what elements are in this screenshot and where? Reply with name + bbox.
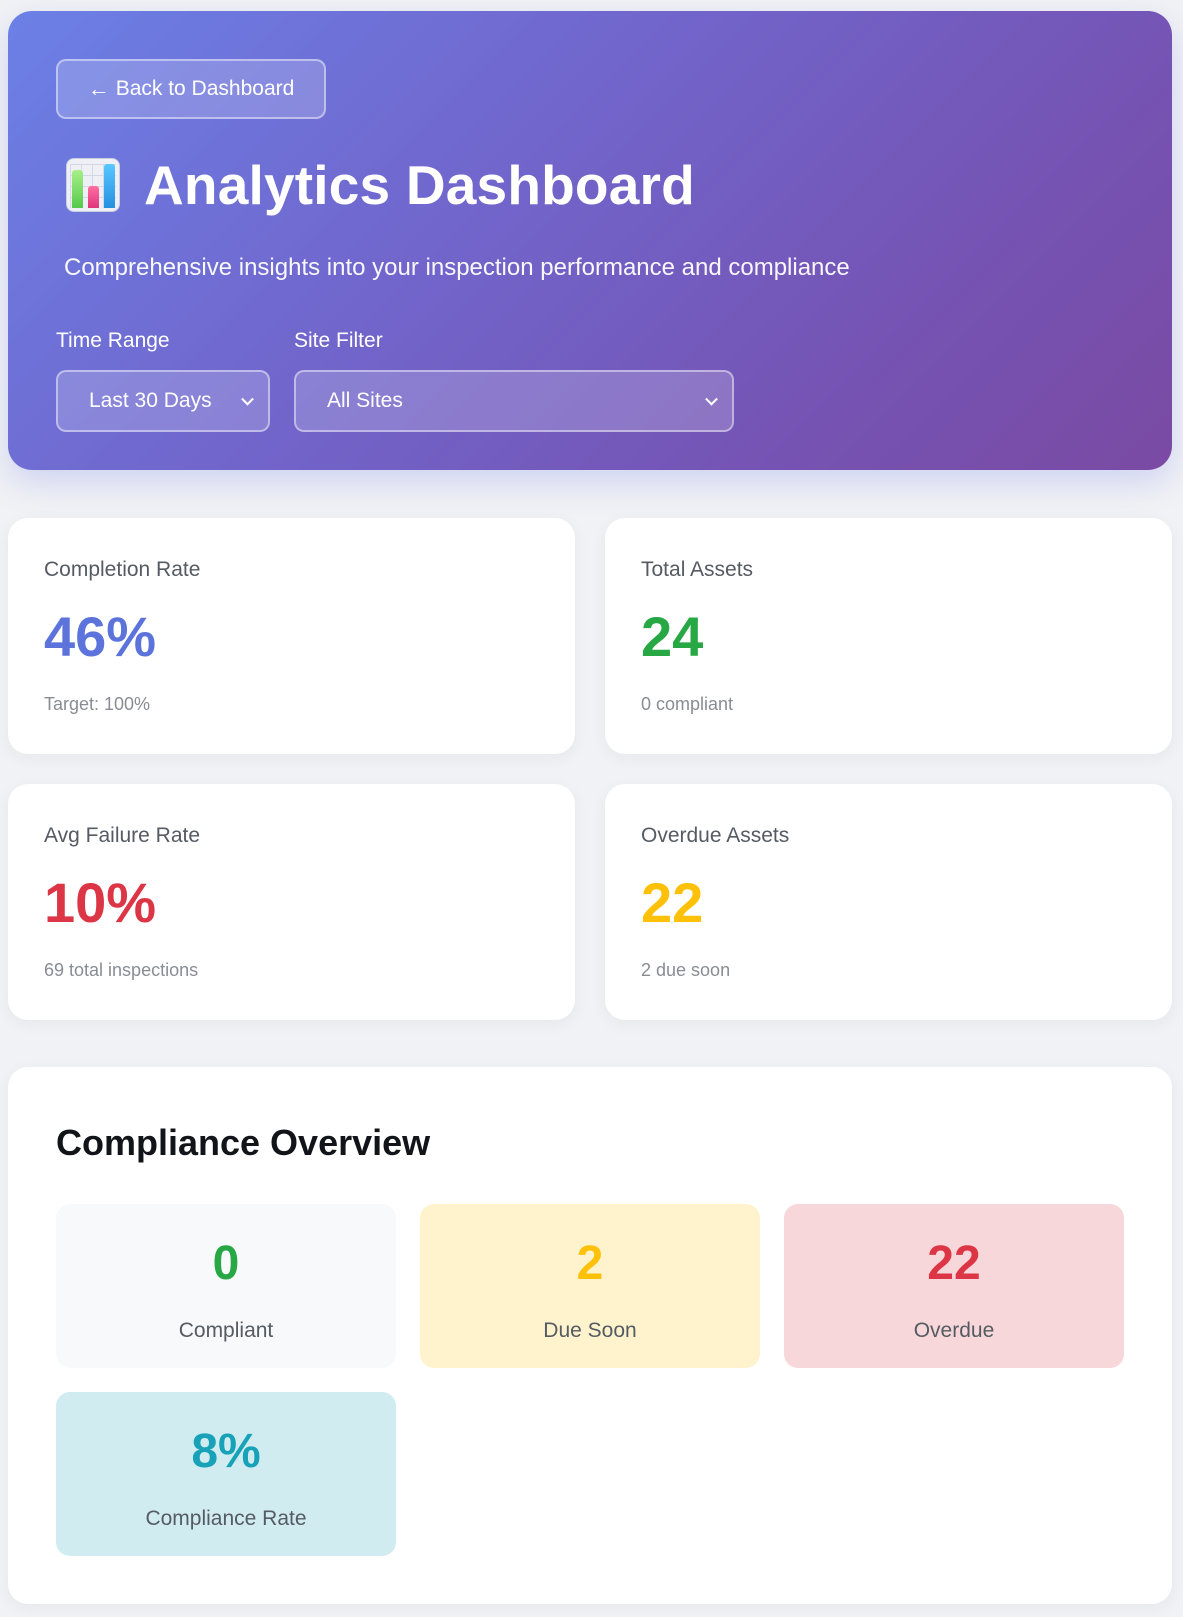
back-to-dashboard-button[interactable]: ← Back to Dashboard [56, 59, 326, 119]
tile-value: 0 [212, 1237, 240, 1290]
stat-label: Avg Failure Rate [44, 824, 201, 847]
site-filter-label: Site Filter [294, 329, 383, 352]
time-range-label: Time Range [56, 329, 170, 352]
back-button-label: Back to Dashboard [115, 77, 295, 100]
arrow-left-icon: ← [87, 76, 110, 101]
stat-value: 24 [641, 605, 704, 668]
page-title: Analytics Dashboard [144, 154, 695, 216]
tile-value: 22 [927, 1237, 981, 1290]
chevron-down-icon [241, 392, 254, 406]
overdue-tile: 22 Overdue [784, 1204, 1124, 1368]
compliant-tile: 0 Compliant [56, 1204, 396, 1368]
stat-label: Total Assets [641, 558, 754, 581]
due-soon-tile: 2 Due Soon [420, 1204, 760, 1368]
site-filter-select[interactable]: All Sites [294, 370, 734, 432]
avg-failure-rate-card: Avg Failure Rate 10% 69 total inspection… [8, 784, 575, 1020]
total-assets-card: Total Assets 24 0 compliant [605, 518, 1172, 754]
page-title-row: Analytics Dashboard [64, 153, 695, 217]
stat-value: 22 [641, 871, 704, 934]
stat-subtext: 69 total inspections [44, 960, 199, 980]
site-filter-value: All Sites [327, 389, 403, 412]
stat-subtext: 0 compliant [641, 694, 734, 714]
compliance-overview-panel: Compliance Overview 0 Compliant 2 Due So… [8, 1067, 1172, 1604]
stat-label: Completion Rate [44, 558, 201, 581]
bar-chart-icon [64, 156, 122, 214]
tile-label: Overdue [913, 1319, 995, 1342]
stat-value: 10% [44, 871, 157, 934]
stat-subtext: Target: 100% [44, 694, 151, 714]
chevron-down-icon [705, 392, 718, 406]
stat-value: 46% [44, 605, 157, 668]
completion-rate-card: Completion Rate 46% Target: 100% [8, 518, 575, 754]
overdue-assets-card: Overdue Assets 22 2 due soon [605, 784, 1172, 1020]
time-range-select[interactable]: Last 30 Days [56, 370, 270, 432]
tile-label: Compliance Rate [145, 1507, 307, 1530]
page-subtitle: Comprehensive insights into your inspect… [64, 254, 850, 281]
tile-label: Compliant [178, 1319, 274, 1342]
stat-label: Overdue Assets [641, 824, 790, 847]
time-range-value: Last 30 Days [89, 389, 212, 412]
tile-label: Due Soon [543, 1319, 637, 1342]
analytics-header: ← Back to Dashboard Analytics Dashboard … [8, 11, 1172, 470]
stat-subtext: 2 due soon [641, 960, 731, 980]
tile-value: 2 [576, 1237, 604, 1290]
tile-value: 8% [191, 1425, 261, 1478]
section-title: Compliance Overview [56, 1122, 431, 1163]
compliance-rate-tile: 8% Compliance Rate [56, 1392, 396, 1556]
